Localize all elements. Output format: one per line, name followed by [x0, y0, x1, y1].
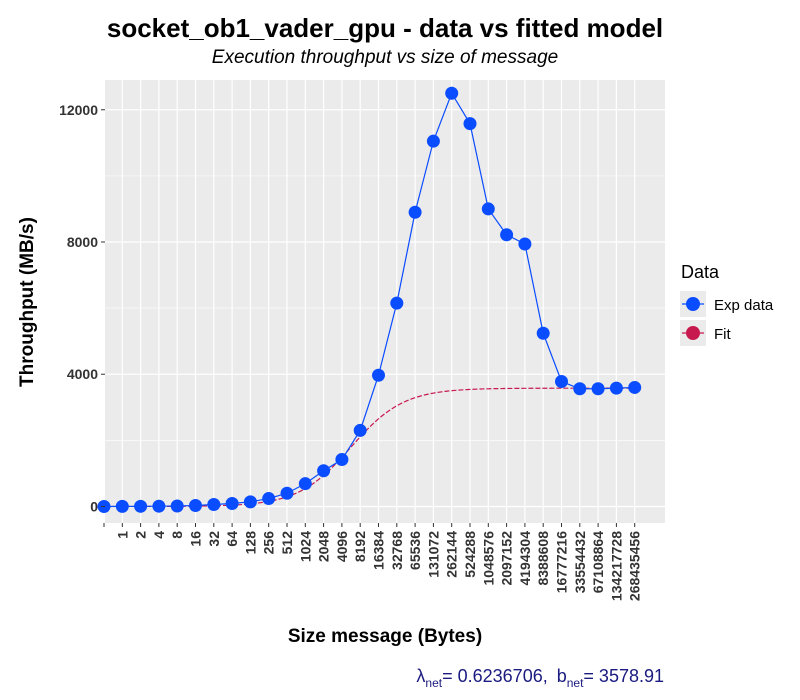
lambda-symbol: λ	[416, 666, 425, 686]
exp-data-point	[152, 499, 166, 513]
plot-panel	[105, 80, 665, 523]
exp-data-point	[609, 381, 623, 395]
exp-data-point	[536, 326, 550, 340]
x-axis-title: Size message (Bytes)	[288, 626, 482, 647]
exp-data-point	[481, 202, 495, 216]
exp-data-point	[628, 380, 642, 394]
exp-data-point	[445, 86, 459, 100]
x-tick-label: 67108864	[590, 531, 606, 594]
grid-lines	[105, 80, 665, 523]
chart-subtitle: Execution throughput vs size of message	[212, 47, 558, 68]
x-tick-label: 65536	[407, 531, 423, 570]
legend-key-exp-data-dot	[686, 297, 700, 311]
exp-data-point	[280, 486, 294, 500]
exp-data-point	[390, 296, 404, 310]
exp-data-point	[225, 496, 239, 510]
b-symbol: b	[557, 666, 567, 686]
exp-data-point	[518, 237, 532, 251]
exp-data-point	[500, 228, 514, 242]
b-value: = 3578.91	[583, 666, 664, 686]
x-tick-label: 2048	[316, 531, 332, 562]
exp-data-point	[189, 498, 202, 512]
exp-data-point	[317, 464, 331, 478]
y-axis: 0 4000 8000 12000	[59, 102, 105, 514]
legend: Data Exp data Fit	[680, 262, 774, 346]
exp-data-point	[573, 382, 587, 396]
x-tick-label: 64	[224, 531, 240, 547]
exp-data-point	[134, 499, 148, 513]
x-tick-label: 1	[114, 531, 130, 539]
x-tick-label: 268435456	[627, 531, 643, 601]
legend-key-fit-dot	[686, 326, 700, 340]
exp-data-point	[243, 495, 257, 509]
exp-data-point	[555, 375, 568, 389]
chart-title: socket_ob1_vader_gpu - data vs fitted mo…	[107, 13, 663, 43]
x-tick-label: 2	[133, 531, 149, 539]
x-tick-label: 128	[242, 531, 258, 555]
x-tick-label: 32768	[389, 531, 405, 570]
y-tick-label: 8000	[67, 234, 98, 250]
x-tick-label: 4096	[334, 531, 350, 562]
x-tick-label: 8192	[352, 531, 368, 562]
x-tick-label: 256	[261, 531, 277, 555]
exp-data-point	[463, 117, 477, 131]
x-tick-label: 8	[169, 531, 185, 539]
y-axis-title: Throughput (MB/s)	[17, 217, 38, 387]
b-subscript: net	[567, 676, 584, 690]
x-tick-label: 1024	[297, 531, 313, 562]
exp-data-point	[372, 368, 385, 382]
exp-data-point	[170, 499, 184, 513]
lambda-subscript: net	[425, 676, 442, 690]
x-tick-label: 16	[188, 531, 204, 547]
x-tick-label: 512	[279, 531, 295, 555]
legend-label-exp-data: Exp data	[714, 297, 774, 314]
x-tick-label: 33554432	[572, 531, 588, 594]
exp-data-point	[353, 423, 367, 437]
x-tick-label: 134217728	[608, 531, 624, 601]
exp-data-point	[335, 453, 349, 467]
exp-data-point	[262, 492, 276, 506]
legend-title: Data	[681, 262, 720, 282]
y-tick-label: 12000	[59, 102, 98, 118]
y-tick-label: 0	[90, 498, 98, 514]
x-tick-label: 4	[151, 531, 167, 539]
x-tick-label: 16777216	[554, 531, 570, 594]
exp-data-point	[298, 477, 312, 491]
y-tick-label: 4000	[67, 366, 98, 382]
exp-data-point	[426, 134, 440, 148]
x-tick-label: 1048576	[480, 531, 496, 586]
x-tick-label: 16384	[371, 531, 387, 570]
fit-parameters: λnet= 0.6236706, bnet= 3578.91	[416, 666, 664, 690]
x-tick-label: 8388608	[535, 531, 551, 586]
x-tick-label: 524288	[462, 531, 478, 578]
legend-label-fit: Fit	[714, 326, 731, 343]
x-axis: 1 2 4 8 16 32 64 128 256 512 1024 2048 4096 8192 16384…	[103, 523, 643, 601]
x-tick-label: 262144	[444, 531, 460, 578]
exp-data-point	[115, 499, 129, 513]
x-tick-label: 4194304	[517, 531, 533, 586]
exp-data-point	[591, 382, 605, 396]
x-tick-label: 131072	[425, 531, 441, 578]
exp-data-point	[408, 205, 422, 219]
x-tick-label: 2097152	[499, 531, 515, 586]
lambda-value: = 0.6236706,	[442, 666, 548, 686]
exp-data-point	[207, 497, 221, 511]
x-tick-label: 32	[206, 531, 222, 547]
